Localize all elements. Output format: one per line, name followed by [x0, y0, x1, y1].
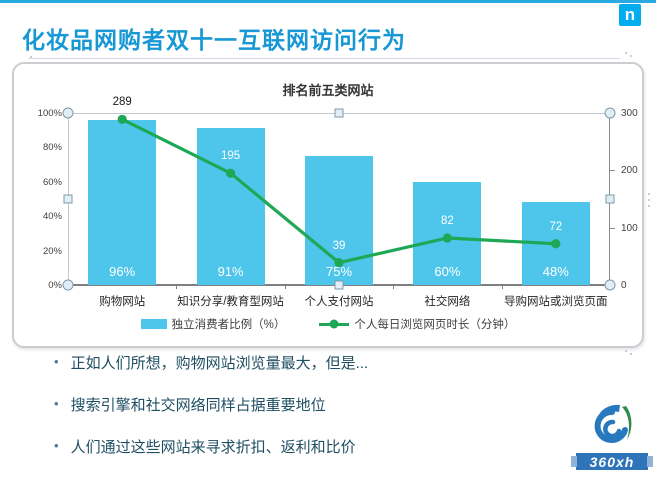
chart-plot-area[interactable]: 100% 80% 60% 40% 20% 0% 300 200 100 0 96% 购物网站 91% 知识… [38, 96, 638, 308]
selection-handle[interactable] [63, 194, 73, 204]
right-axis-tick: 0 [621, 280, 627, 291]
category-axis-tickmark [501, 285, 503, 289]
legend-item-line: 个人每日浏览网页时长（分钟） [319, 316, 515, 332]
left-axis-tick: 60% [42, 176, 62, 188]
category-axis-tickmark [284, 285, 286, 289]
right-axis-tickmark [610, 227, 615, 229]
bullet-text: 人们通过这些网站来寻求折扣、返利和比价 [70, 439, 356, 456]
legend-item-bar: 独立消费者比例（%） [140, 316, 286, 332]
bullet-text: 正如人们所想，购物网站浏览量最大，但是... [70, 355, 369, 372]
bullet-dot: • [54, 354, 59, 369]
bullet-dot: • [54, 396, 59, 411]
page-title: 化妆品网购者双十一互联网访问行为 [22, 27, 406, 53]
bar-value-label: 60% [434, 264, 461, 279]
selection-adorner-dots [625, 52, 627, 54]
line-point-label: 195 [221, 150, 241, 163]
selection-adorner-dots [630, 55, 632, 57]
selection-adorner-dots [648, 205, 650, 207]
bar-1[interactable]: 96% [88, 119, 157, 285]
bullet-dot: • [54, 438, 59, 453]
category-label: 知识分享/教育型网站 [177, 296, 284, 308]
selection-handle[interactable] [604, 107, 616, 119]
category-label: 导购网站或浏览页面 [504, 296, 608, 308]
nielsen-logo: n [619, 4, 641, 26]
brand-name: 360xh [571, 453, 653, 470]
legend-label: 独立消费者比例（%） [171, 319, 286, 331]
selection-handle[interactable] [334, 108, 344, 118]
bar-value-label: 75% [325, 264, 353, 279]
line-point-label: 39 [332, 239, 346, 252]
selection-handle[interactable] [62, 279, 74, 291]
category-axis-tickmark [176, 285, 178, 289]
chart-frame-top-edge [28, 58, 620, 59]
line-point[interactable] [226, 168, 236, 178]
bar-value-label: 96% [109, 264, 136, 279]
brand-logo-360xh: 360xh [571, 400, 653, 470]
left-axis-tick: 0% [48, 280, 62, 291]
line-point[interactable] [117, 114, 127, 124]
bullet-text: 搜索引擎和社交网络同样占据重要地位 [70, 397, 326, 414]
right-axis-tick: 100 [621, 222, 638, 234]
category-label: 社交网络 [424, 296, 471, 308]
legend-label: 个人每日浏览网页时长（分钟） [354, 319, 516, 331]
line-point-label: 82 [440, 214, 454, 227]
chart-legend: 独立消费者比例（%） 个人每日浏览网页时长（分钟） [14, 316, 642, 332]
selection-handle[interactable] [62, 107, 74, 119]
line-point[interactable] [334, 258, 344, 268]
left-axis-tick: 20% [42, 245, 62, 257]
bullet-item: • 正如人们所想，购物网站浏览量最大，但是... [54, 352, 368, 373]
bullet-list: • 正如人们所想，购物网站浏览量最大，但是... • 搜索引擎和社交网络同样占据重要地… [54, 352, 368, 478]
right-axis-tickmark [610, 170, 615, 172]
chart-card[interactable]: 排名前五类网站 100% 80% 60% 40% 20% 0% 300 200 100 0 96% 购… [12, 62, 644, 348]
selection-adorner-dots [648, 199, 650, 201]
legend-line-marker [319, 319, 350, 329]
bar-2[interactable]: 91% [196, 128, 265, 285]
line-point[interactable] [551, 239, 561, 249]
selection-adorner-dots [625, 350, 627, 352]
bar-value-label: 48% [542, 264, 569, 279]
chart-title: 排名前五类网站 [282, 83, 374, 98]
bullet-item: • 搜索引擎和社交网络同样占据重要地位 [54, 394, 368, 415]
legend-line-dot [329, 319, 339, 329]
selection-adorner-dots [30, 56, 32, 58]
brand-swirl-icon [594, 404, 632, 443]
left-axis-tick: 100% [37, 108, 62, 119]
left-axis-tick: 40% [42, 211, 62, 223]
bullet-item: • 人们通过这些网站来寻求折扣、返利和比价 [54, 436, 368, 457]
right-axis-tick: 200 [621, 165, 638, 177]
category-label: 购物网站 [99, 296, 146, 308]
category-axis-tickmark [393, 285, 395, 289]
line-point-label: 72 [549, 220, 563, 233]
line-series [117, 114, 561, 268]
top-accent-line [0, 0, 656, 3]
line-point-label: 289 [112, 96, 132, 109]
line-point[interactable] [442, 233, 452, 243]
legend-bar-swatch [140, 319, 167, 329]
selection-handle[interactable] [605, 194, 615, 204]
bar-value-label: 91% [217, 264, 244, 279]
selection-adorner-dots [630, 353, 632, 355]
category-label: 个人支付网站 [304, 296, 374, 308]
right-axis-tick: 300 [621, 108, 638, 119]
selection-handle[interactable] [604, 279, 616, 291]
selection-adorner-dots [648, 193, 650, 195]
left-axis-tick: 80% [42, 142, 62, 154]
selection-handle[interactable] [334, 280, 344, 290]
